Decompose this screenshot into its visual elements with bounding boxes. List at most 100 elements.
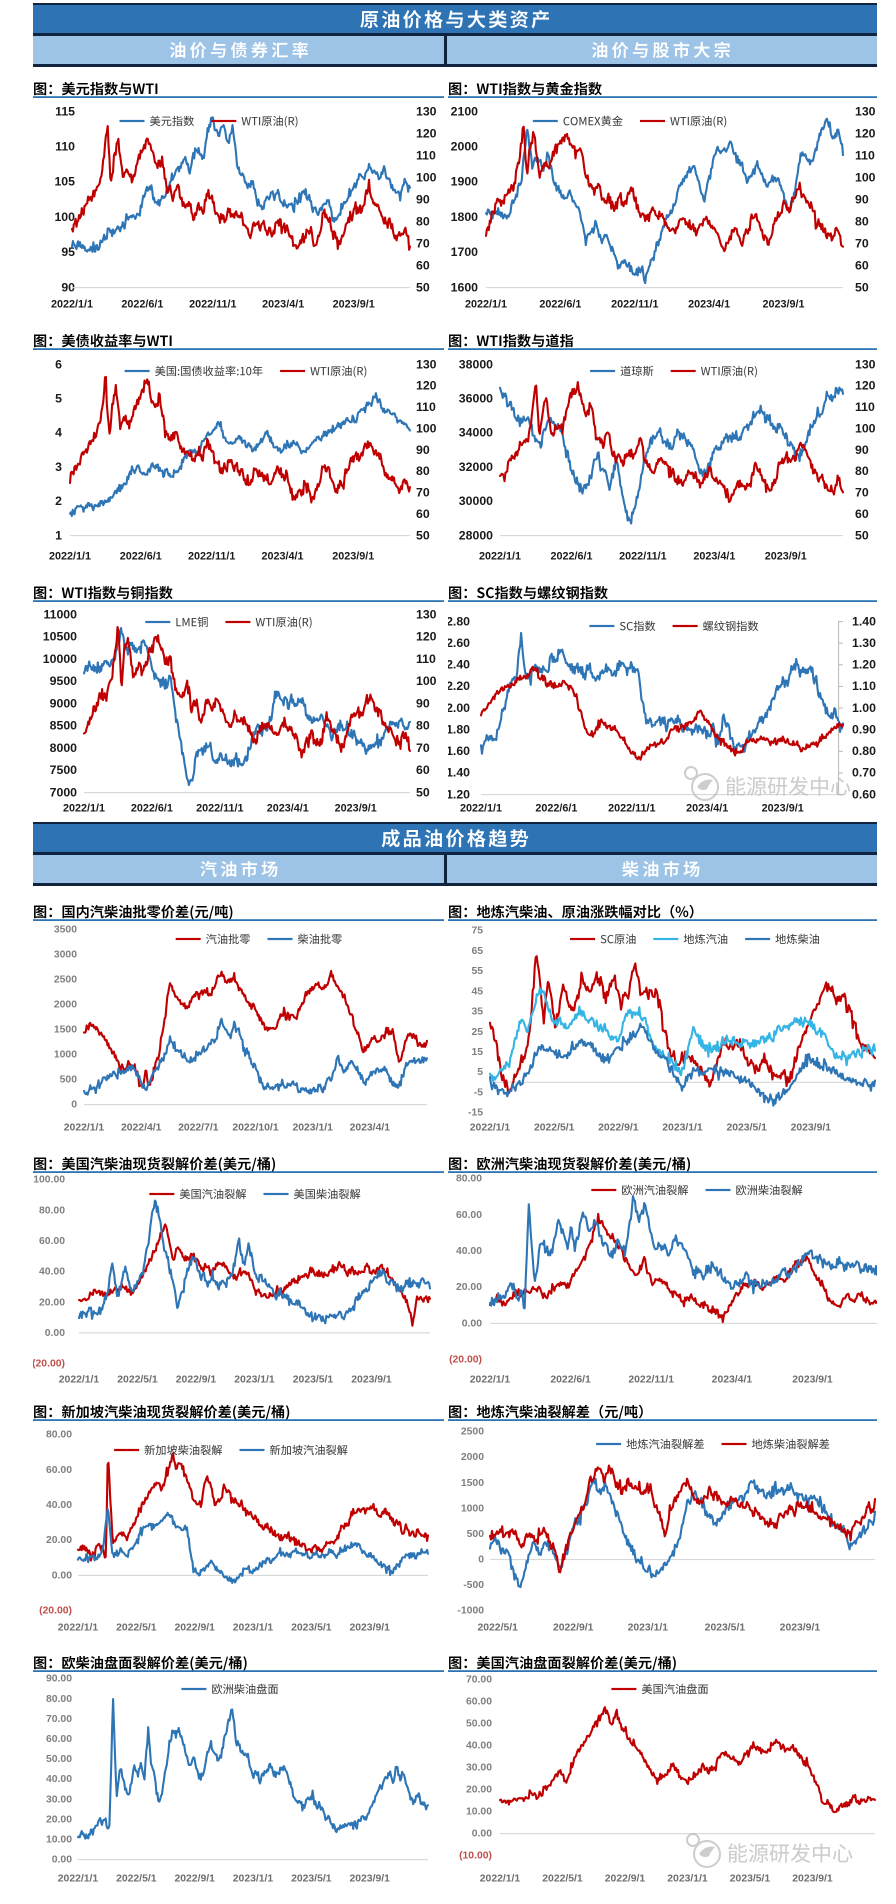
svg-text:120: 120 bbox=[855, 379, 876, 393]
svg-text:70: 70 bbox=[416, 741, 430, 755]
svg-text:80.00: 80.00 bbox=[39, 1205, 65, 1216]
svg-text:40.00: 40.00 bbox=[39, 1267, 65, 1278]
svg-text:(20.00): (20.00) bbox=[33, 1359, 65, 1370]
svg-text:90: 90 bbox=[855, 192, 869, 206]
svg-text:1.20: 1.20 bbox=[852, 658, 876, 672]
svg-text:50.00: 50.00 bbox=[466, 1719, 492, 1730]
svg-text:2023/5/1: 2023/5/1 bbox=[293, 1375, 334, 1386]
svg-text:50: 50 bbox=[855, 528, 869, 542]
svg-text:1000: 1000 bbox=[461, 1503, 484, 1514]
svg-text:20.00: 20.00 bbox=[39, 1297, 65, 1308]
svg-text:110: 110 bbox=[416, 148, 436, 162]
svg-text:40.00: 40.00 bbox=[46, 1774, 72, 1785]
svg-text:8000: 8000 bbox=[50, 741, 78, 755]
svg-text:1.30: 1.30 bbox=[852, 636, 876, 650]
svg-text:1.10: 1.10 bbox=[852, 679, 876, 693]
svg-text:2022/1/1: 2022/1/1 bbox=[58, 1623, 99, 1634]
svg-text:1.80: 1.80 bbox=[448, 722, 470, 736]
svg-text:2023/5/1: 2023/5/1 bbox=[291, 1874, 332, 1885]
svg-text:50: 50 bbox=[416, 280, 430, 294]
svg-text:2022/6/1: 2022/6/1 bbox=[539, 299, 581, 311]
svg-text:5: 5 bbox=[477, 1067, 483, 1078]
svg-text:0.60: 0.60 bbox=[852, 787, 876, 801]
svg-text:2000: 2000 bbox=[451, 140, 479, 154]
svg-text:105: 105 bbox=[54, 175, 75, 189]
svg-text:2023/9/1: 2023/9/1 bbox=[333, 299, 375, 311]
svg-text:120: 120 bbox=[416, 379, 437, 393]
svg-text:2023/4/1: 2023/4/1 bbox=[261, 551, 303, 563]
svg-text:2022/6/1: 2022/6/1 bbox=[550, 1375, 591, 1386]
svg-text:80.00: 80.00 bbox=[46, 1430, 72, 1441]
svg-text:2022/11/1: 2022/11/1 bbox=[628, 1375, 674, 1386]
svg-text:110: 110 bbox=[55, 140, 75, 154]
svg-text:2023/9/1: 2023/9/1 bbox=[792, 1375, 833, 1386]
svg-text:2023/5/1: 2023/5/1 bbox=[726, 1123, 767, 1134]
svg-text:90: 90 bbox=[416, 443, 430, 457]
svg-text:100: 100 bbox=[855, 421, 876, 435]
svg-text:110: 110 bbox=[416, 400, 436, 414]
svg-text:2022/9/1: 2022/9/1 bbox=[605, 1874, 646, 1885]
svg-text:1500: 1500 bbox=[54, 1025, 77, 1036]
svg-text:-15: -15 bbox=[468, 1108, 483, 1119]
svg-text:35: 35 bbox=[471, 1007, 483, 1018]
svg-text:5: 5 bbox=[55, 392, 62, 406]
svg-text:34000: 34000 bbox=[459, 426, 493, 440]
svg-text:2022/11/1: 2022/11/1 bbox=[189, 299, 236, 311]
svg-text:2.60: 2.60 bbox=[448, 636, 470, 650]
svg-text:60: 60 bbox=[416, 258, 430, 272]
svg-text:0.70: 0.70 bbox=[852, 766, 876, 780]
svg-text:1.20: 1.20 bbox=[448, 787, 470, 801]
svg-text:2022/9/1: 2022/9/1 bbox=[176, 1375, 217, 1386]
svg-text:2023/9/1: 2023/9/1 bbox=[349, 1874, 390, 1885]
svg-text:90: 90 bbox=[416, 696, 430, 710]
svg-text:2023/9/1: 2023/9/1 bbox=[791, 1123, 832, 1134]
svg-text:2023/1/1: 2023/1/1 bbox=[234, 1375, 275, 1386]
svg-text:0.00: 0.00 bbox=[462, 1318, 482, 1329]
svg-text:2022/9/1: 2022/9/1 bbox=[174, 1874, 215, 1885]
svg-text:500: 500 bbox=[467, 1529, 485, 1540]
svg-text:10500: 10500 bbox=[43, 630, 77, 644]
svg-text:95: 95 bbox=[61, 245, 75, 259]
svg-text:2023/4/1: 2023/4/1 bbox=[712, 1375, 753, 1386]
svg-text:0.90: 0.90 bbox=[852, 722, 876, 736]
svg-text:2022/7/1: 2022/7/1 bbox=[178, 1123, 219, 1134]
svg-text:0.00: 0.00 bbox=[52, 1855, 72, 1866]
svg-text:9000: 9000 bbox=[50, 696, 78, 710]
svg-text:2023/9/1: 2023/9/1 bbox=[335, 803, 377, 815]
svg-text:1.40: 1.40 bbox=[448, 766, 470, 780]
svg-text:2022/5/1: 2022/5/1 bbox=[117, 1375, 158, 1386]
svg-text:28000: 28000 bbox=[459, 528, 493, 542]
svg-text:60: 60 bbox=[416, 507, 430, 521]
svg-text:50: 50 bbox=[855, 280, 869, 294]
svg-text:2022/5/1: 2022/5/1 bbox=[116, 1874, 157, 1885]
svg-text:2022/1/1: 2022/1/1 bbox=[58, 1874, 99, 1885]
svg-text:(20.00): (20.00) bbox=[39, 1606, 72, 1617]
svg-text:11000: 11000 bbox=[43, 607, 77, 621]
svg-text:2500: 2500 bbox=[461, 1427, 484, 1438]
svg-text:36000: 36000 bbox=[459, 392, 493, 406]
svg-text:40.00: 40.00 bbox=[46, 1500, 72, 1511]
svg-text:2022/1/1: 2022/1/1 bbox=[470, 1375, 511, 1386]
svg-text:2000: 2000 bbox=[461, 1452, 484, 1463]
svg-text:100: 100 bbox=[416, 674, 437, 688]
svg-text:0.80: 0.80 bbox=[852, 744, 876, 758]
svg-text:2022/1/1: 2022/1/1 bbox=[465, 299, 507, 311]
svg-text:2022/6/1: 2022/6/1 bbox=[535, 803, 577, 815]
svg-text:60.00: 60.00 bbox=[39, 1236, 65, 1247]
svg-text:2023/1/1: 2023/1/1 bbox=[628, 1623, 669, 1634]
svg-text:100: 100 bbox=[54, 210, 75, 224]
svg-text:2.80: 2.80 bbox=[448, 614, 470, 628]
svg-text:2023/4/1: 2023/4/1 bbox=[693, 551, 735, 563]
svg-text:80: 80 bbox=[855, 464, 869, 478]
svg-text:2023/9/1: 2023/9/1 bbox=[792, 1874, 833, 1885]
svg-text:10.00: 10.00 bbox=[46, 1835, 72, 1846]
svg-text:(20.00): (20.00) bbox=[449, 1355, 482, 1366]
svg-text:0.00: 0.00 bbox=[472, 1829, 492, 1840]
svg-text:8500: 8500 bbox=[50, 719, 78, 733]
svg-text:3500: 3500 bbox=[54, 925, 77, 936]
svg-text:80: 80 bbox=[416, 719, 430, 733]
svg-text:70.00: 70.00 bbox=[46, 1714, 72, 1725]
svg-text:2023/4/1: 2023/4/1 bbox=[262, 299, 304, 311]
svg-text:130: 130 bbox=[855, 357, 876, 371]
svg-text:2022/1/1: 2022/1/1 bbox=[64, 1123, 105, 1134]
